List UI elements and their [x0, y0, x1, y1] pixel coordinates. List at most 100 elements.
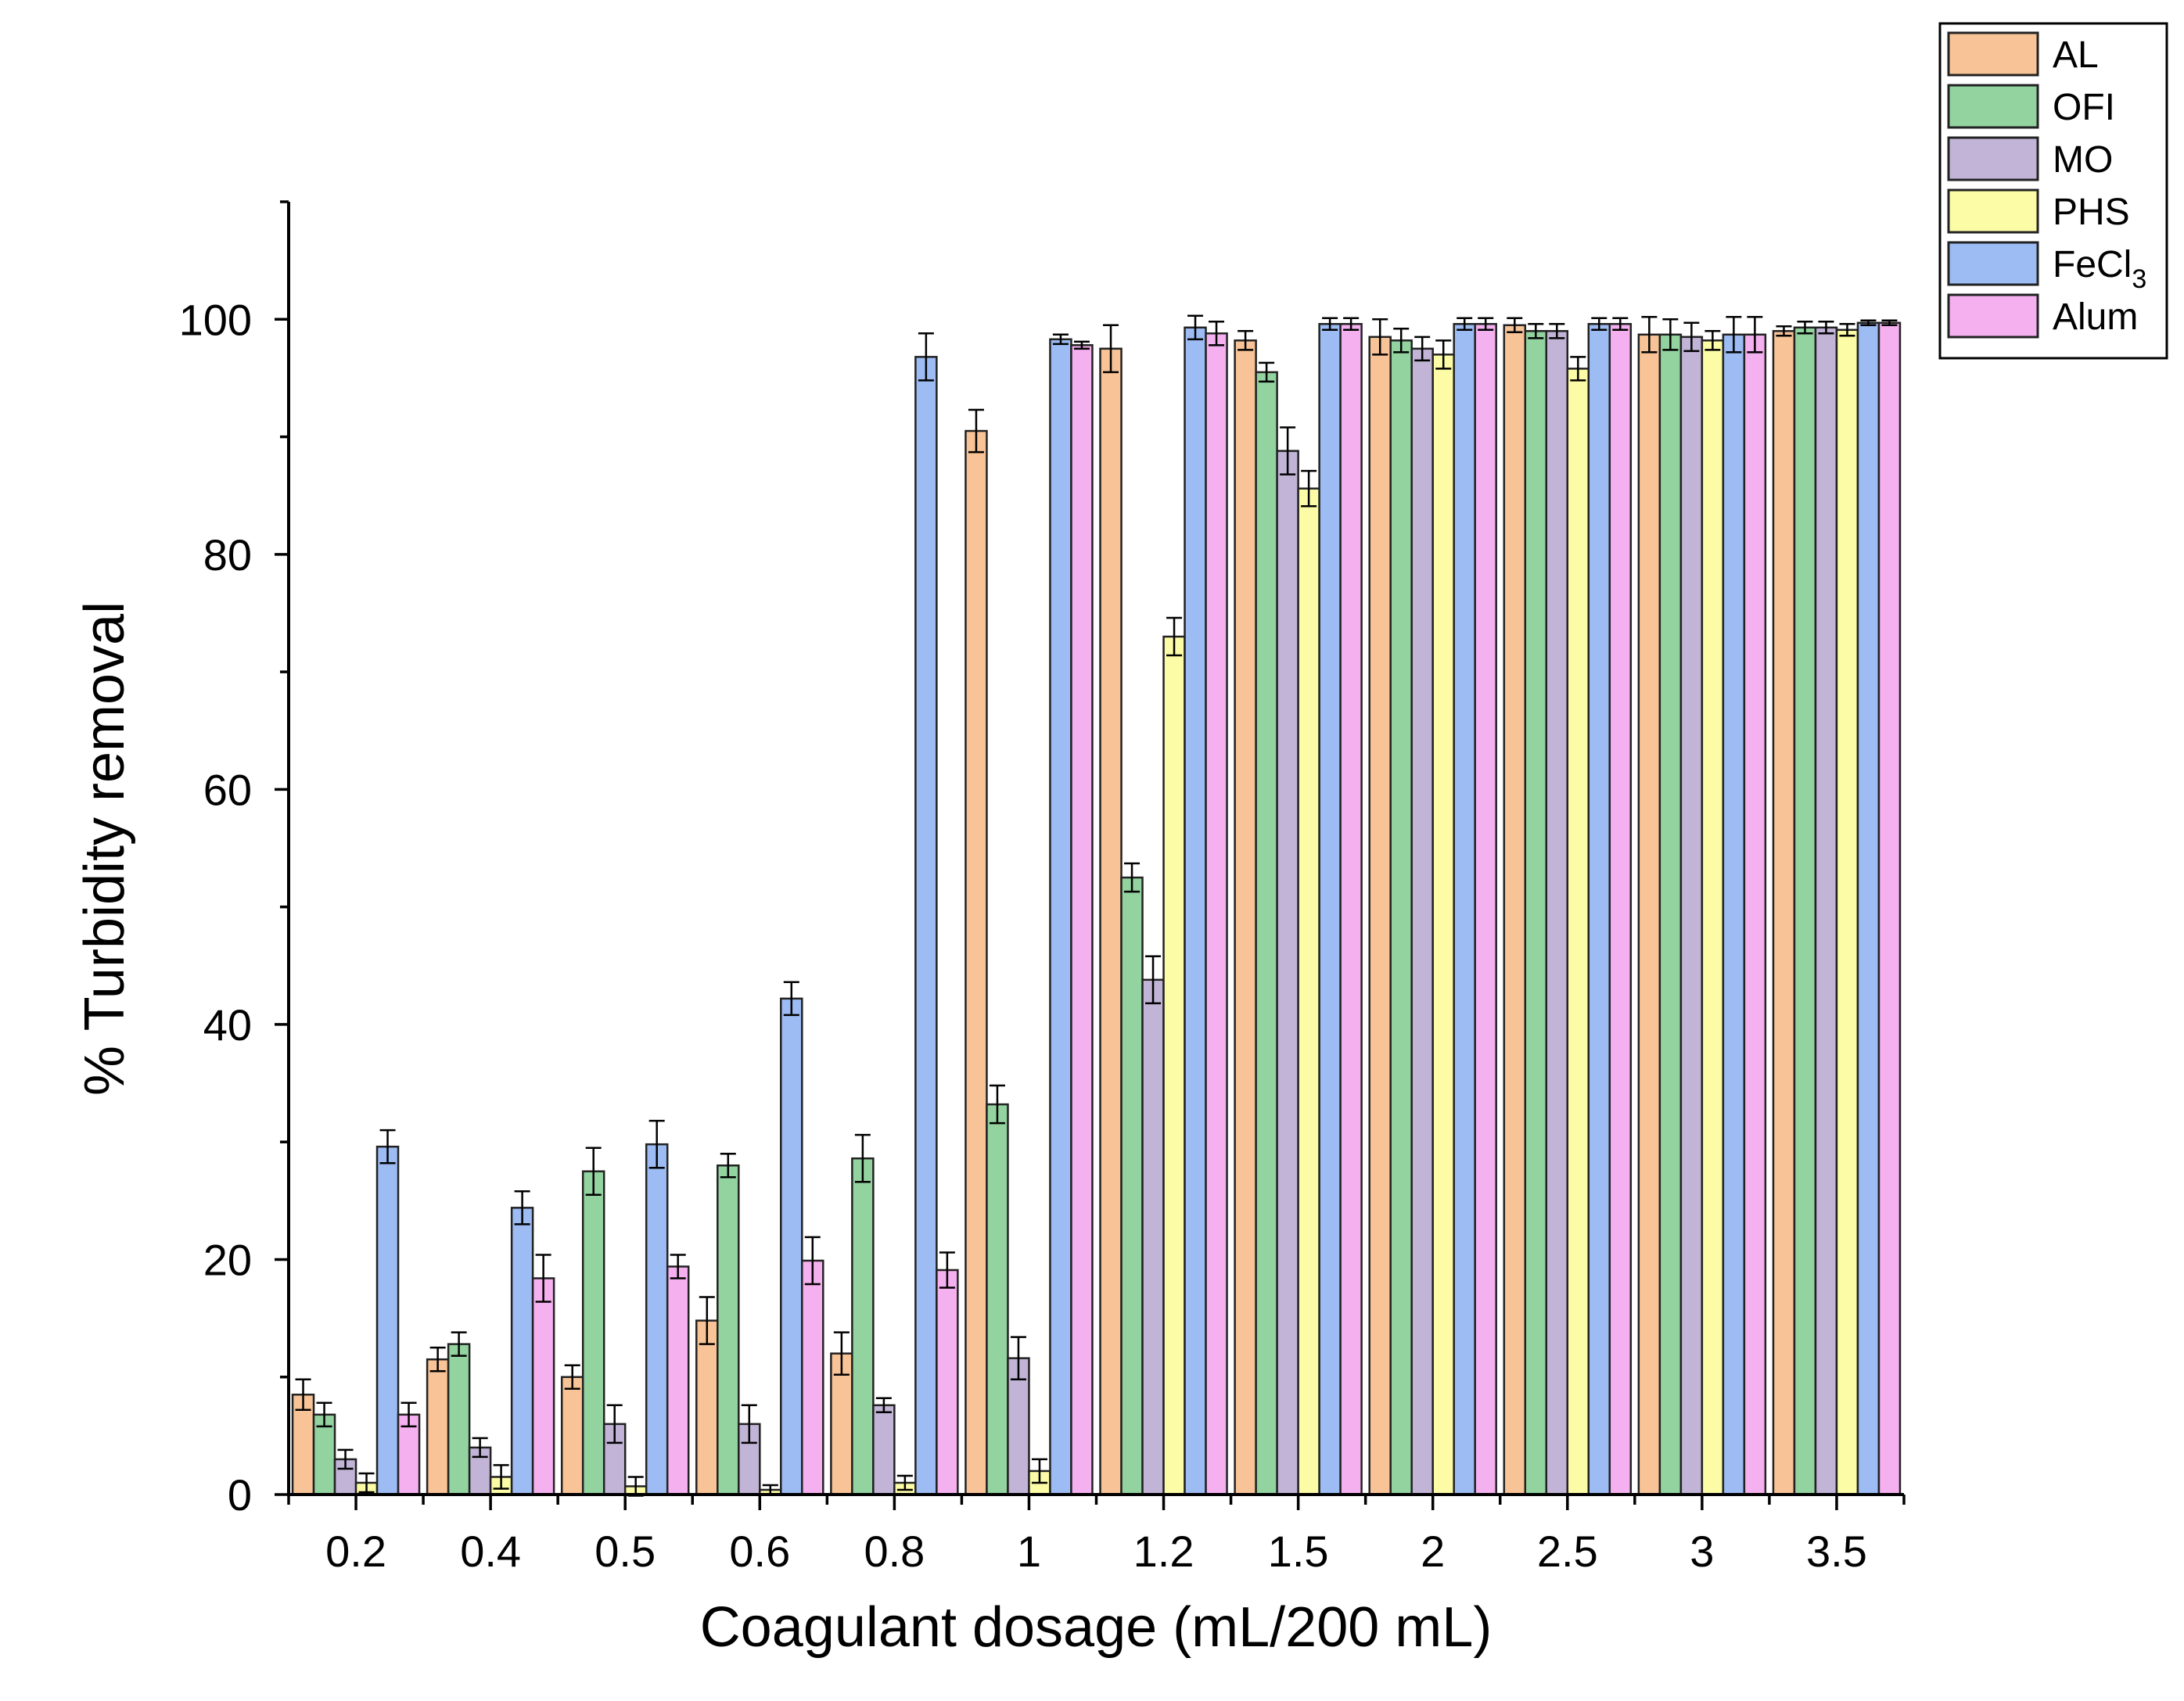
y-tick-label: 0	[228, 1470, 252, 1520]
bar-mo-0-8	[872, 1404, 896, 1496]
bar-alum-1-5	[1339, 323, 1363, 1496]
x-tick-label: 1	[1017, 1527, 1041, 1576]
bar-fecl3-0-4	[510, 1207, 534, 1496]
y-axis-ticks: 0 20 40 60 80 100	[179, 200, 289, 1520]
error-bar-alum-0-8	[939, 1251, 955, 1289]
bar-mo-3-5	[1814, 326, 1838, 1496]
error-bar-ofi-0-2	[316, 1401, 332, 1428]
bar-ofi-0-4	[447, 1343, 471, 1496]
error-bar-phs-3-5	[1839, 323, 1855, 337]
error-bar-alum-3	[1747, 316, 1763, 353]
bar-ofi-0-8	[851, 1157, 875, 1496]
error-bar-fecl3-1-5	[1322, 317, 1338, 332]
bar-ofi-2-5	[1524, 330, 1548, 1496]
bar-al-3	[1637, 333, 1661, 1496]
legend-swatch-ofi	[1947, 84, 2039, 129]
error-bar-alum-1	[1073, 340, 1090, 350]
error-bar-alum-0-5	[670, 1254, 686, 1279]
bar-al-2	[1368, 336, 1392, 1496]
error-bar-al-0-8	[833, 1331, 850, 1376]
y-axis-title: % Turbidity removal	[74, 601, 136, 1096]
bar-ofi-1	[986, 1103, 1009, 1496]
bar-phs-3	[1701, 339, 1725, 1496]
x-tick-label: 0.5	[594, 1527, 656, 1576]
error-bar-alum-0-6	[804, 1236, 821, 1286]
bars-layer	[291, 321, 1902, 1496]
error-bar-alum-2-5	[1612, 317, 1629, 332]
bar-alum-0-6	[801, 1259, 824, 1496]
bar-phs-2	[1431, 353, 1455, 1496]
bar-mo-2-5	[1545, 330, 1569, 1496]
error-bar-mo-3-5	[1818, 321, 1834, 335]
bar-fecl3-2	[1453, 323, 1476, 1496]
error-bar-ofi-2	[1393, 328, 1410, 353]
bar-ofi-2	[1389, 339, 1413, 1496]
error-bar-phs-3	[1704, 330, 1721, 351]
bar-mo-0-2	[333, 1458, 357, 1496]
bar-ofi-0-5	[581, 1170, 605, 1496]
bar-alum-1	[1070, 344, 1094, 1496]
error-bar-ofi-3	[1662, 318, 1679, 351]
bar-al-1	[964, 429, 988, 1496]
bar-alum-3-5	[1877, 321, 1902, 1496]
error-bar-fecl3-1-2	[1187, 314, 1204, 341]
x-axis-ticks: 0.2 0.4 0.5 0.6 0.8 1 1.2 1.5 2 2.5 3 3.5	[287, 1495, 1906, 1576]
bar-ofi-0-6	[717, 1164, 740, 1496]
error-bar-fecl3-0-8	[918, 332, 934, 382]
error-bar-mo-0-6	[741, 1404, 757, 1444]
error-bar-ofi-1-5	[1259, 361, 1275, 383]
bar-fecl3-1-5	[1318, 323, 1342, 1496]
y-tick-label: 40	[203, 1000, 252, 1050]
error-bar-mo-0-2	[337, 1448, 354, 1470]
error-bar-al-1-5	[1237, 330, 1254, 351]
error-bar-fecl3-0-4	[514, 1190, 530, 1226]
bar-alum-0-4	[531, 1277, 555, 1496]
error-bar-fecl3-3	[1726, 316, 1742, 353]
error-bar-fecl3-0-2	[379, 1129, 396, 1165]
error-bar-alum-1-2	[1209, 321, 1225, 346]
x-tick-label: 1.5	[1268, 1527, 1329, 1576]
bar-phs-1-5	[1297, 487, 1320, 1496]
error-bar-phs-2	[1435, 339, 1452, 370]
bar-al-1-2	[1099, 347, 1123, 1496]
bar-mo-1	[1007, 1357, 1030, 1496]
error-bar-alum-1-5	[1343, 317, 1360, 332]
legend-swatch-fecl3	[1947, 241, 2039, 286]
bar-fecl3-3	[1722, 333, 1746, 1496]
bar-al-3-5	[1772, 330, 1796, 1496]
bar-alum-2	[1474, 323, 1497, 1496]
bar-ofi-1-5	[1255, 371, 1278, 1496]
error-bar-phs-0-8	[896, 1474, 913, 1491]
error-bar-al-0-2	[295, 1378, 311, 1412]
error-bar-mo-2-5	[1549, 323, 1565, 339]
x-tick-label: 2	[1421, 1527, 1445, 1576]
error-bar-al-2-5	[1507, 317, 1523, 334]
error-bar-mo-2	[1414, 336, 1431, 362]
y-tick-label: 20	[203, 1235, 252, 1284]
error-bar-alum-2	[1478, 317, 1494, 332]
error-bar-ofi-0-5	[585, 1147, 602, 1197]
bar-alum-0-8	[936, 1269, 959, 1496]
legend-label-fecl3: FeCl3	[2053, 244, 2146, 294]
bar-al-1-5	[1234, 339, 1257, 1496]
legend-swatch-alum	[1947, 293, 2039, 339]
error-bar-fecl3-2	[1457, 317, 1473, 332]
error-bar-fecl3-1	[1052, 333, 1069, 346]
bar-mo-3	[1679, 336, 1704, 1496]
legend-label-alum: Alum	[2053, 296, 2138, 338]
bar-fecl3-3-5	[1856, 321, 1880, 1496]
legend-label-mo: MO	[2053, 139, 2113, 181]
error-bar-al-0-5	[564, 1364, 580, 1391]
bar-alum-1-2	[1205, 332, 1228, 1496]
error-bar-ofi-1-2	[1124, 862, 1140, 893]
error-bar-fecl3-2-5	[1591, 317, 1607, 332]
error-bar-phs-1-2	[1166, 616, 1183, 657]
error-bar-ofi-0-6	[720, 1152, 736, 1179]
y-tick-label: 60	[203, 765, 252, 814]
error-bar-ofi-0-4	[451, 1331, 467, 1357]
error-bar-mo-1-2	[1145, 955, 1162, 1005]
x-tick-label: 1.2	[1133, 1527, 1194, 1576]
bar-ofi-3-5	[1793, 326, 1817, 1496]
bar-fecl3-0-5	[645, 1143, 669, 1496]
